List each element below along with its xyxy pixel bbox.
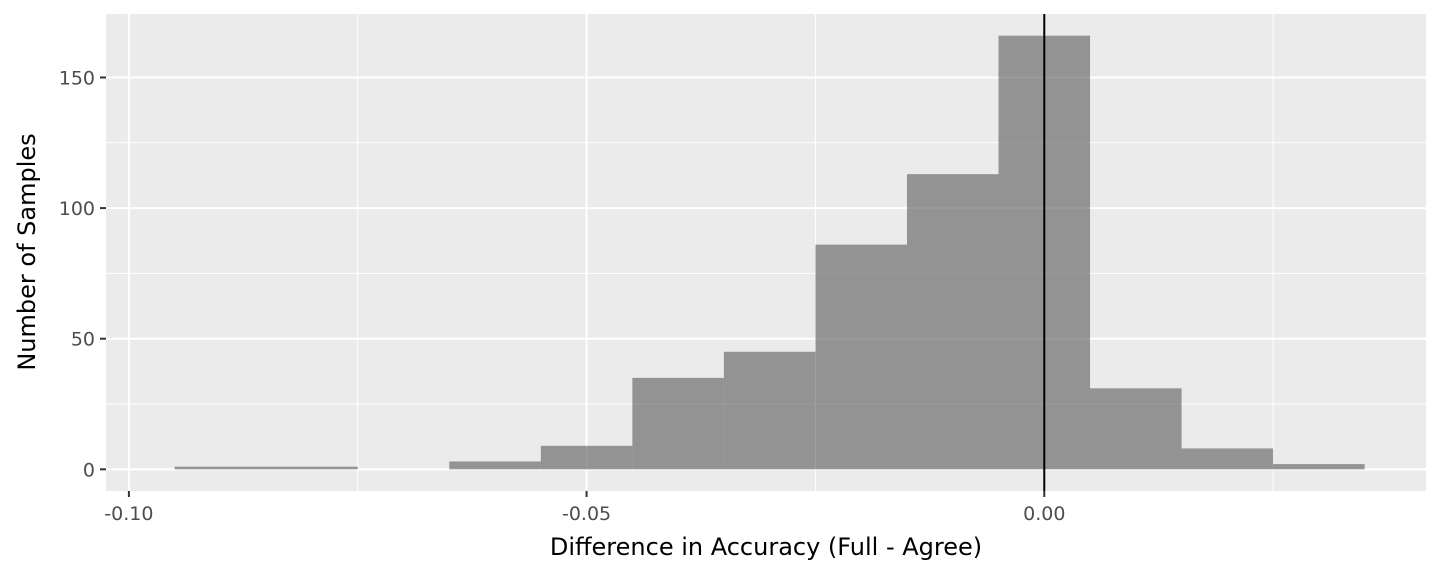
histogram-bar bbox=[266, 466, 358, 470]
y-tick-label: 100 bbox=[59, 198, 95, 220]
y-axis-ticks: 0 50 100 150 bbox=[59, 67, 106, 481]
x-tick-label: -0.05 bbox=[562, 503, 611, 525]
x-axis-ticks: -0.10 -0.05 0.00 bbox=[104, 491, 1065, 525]
histogram-bar bbox=[632, 377, 724, 470]
y-tick-label: 150 bbox=[59, 67, 95, 89]
histogram-bar bbox=[174, 466, 267, 470]
y-tick-label: 50 bbox=[71, 329, 95, 351]
histogram-bar bbox=[1273, 464, 1365, 470]
x-tick-label: 0.00 bbox=[1023, 503, 1065, 525]
x-axis-title: Difference in Accuracy (Full - Agree) bbox=[550, 533, 982, 561]
histogram-bar bbox=[540, 445, 633, 470]
x-tick-label: -0.10 bbox=[104, 503, 153, 525]
histogram-bars bbox=[174, 35, 1365, 470]
histogram-bar bbox=[1181, 448, 1274, 470]
histogram-bar bbox=[723, 351, 816, 470]
histogram-bar bbox=[449, 461, 541, 470]
histogram-bar bbox=[1090, 388, 1182, 470]
histogram-bar bbox=[906, 174, 999, 470]
y-tick-label: 0 bbox=[83, 459, 95, 481]
y-axis-title: Number of Samples bbox=[13, 133, 41, 370]
histogram-bar bbox=[815, 244, 907, 470]
